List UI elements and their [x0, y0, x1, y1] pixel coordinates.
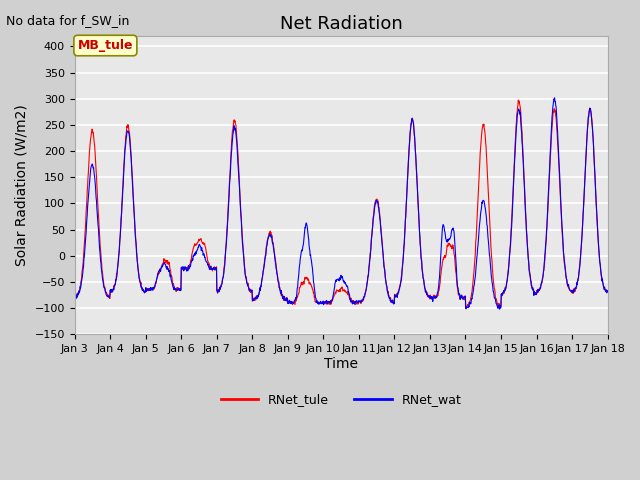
RNet_tule [177, 288, 184, 293]
Y-axis label: Solar Radiation (W/m2): Solar Radiation (W/m2) [15, 104, 29, 266]
X-axis label: Time: Time [324, 357, 358, 371]
Line: RNet_tule: RNet_tule [75, 100, 607, 309]
RNet_wat [495, 306, 503, 312]
RNet_tule [424, 294, 431, 300]
RNet_wat [71, 294, 79, 300]
RNet_tule [541, 252, 549, 258]
RNet_wat [604, 288, 611, 294]
RNet_tule [493, 302, 501, 308]
RNet_wat [551, 95, 559, 101]
RNet_tule [604, 288, 611, 294]
RNet_tule [189, 246, 197, 252]
Text: MB_tule: MB_tule [77, 39, 133, 52]
RNet_tule [515, 97, 522, 103]
RNet_wat [249, 297, 257, 302]
RNet_wat [493, 303, 501, 309]
Line: RNet_wat: RNet_wat [75, 98, 607, 309]
RNet_wat [189, 253, 197, 259]
RNet_tule [71, 294, 79, 300]
RNet_wat [424, 291, 431, 297]
RNet_wat [541, 257, 548, 263]
Text: No data for f_SW_in: No data for f_SW_in [6, 14, 130, 27]
RNet_tule [462, 306, 470, 312]
Legend: RNet_tule, RNet_wat: RNet_tule, RNet_wat [216, 388, 467, 411]
Title: Net Radiation: Net Radiation [280, 15, 403, 33]
RNet_wat [177, 287, 184, 292]
RNet_tule [249, 295, 257, 301]
